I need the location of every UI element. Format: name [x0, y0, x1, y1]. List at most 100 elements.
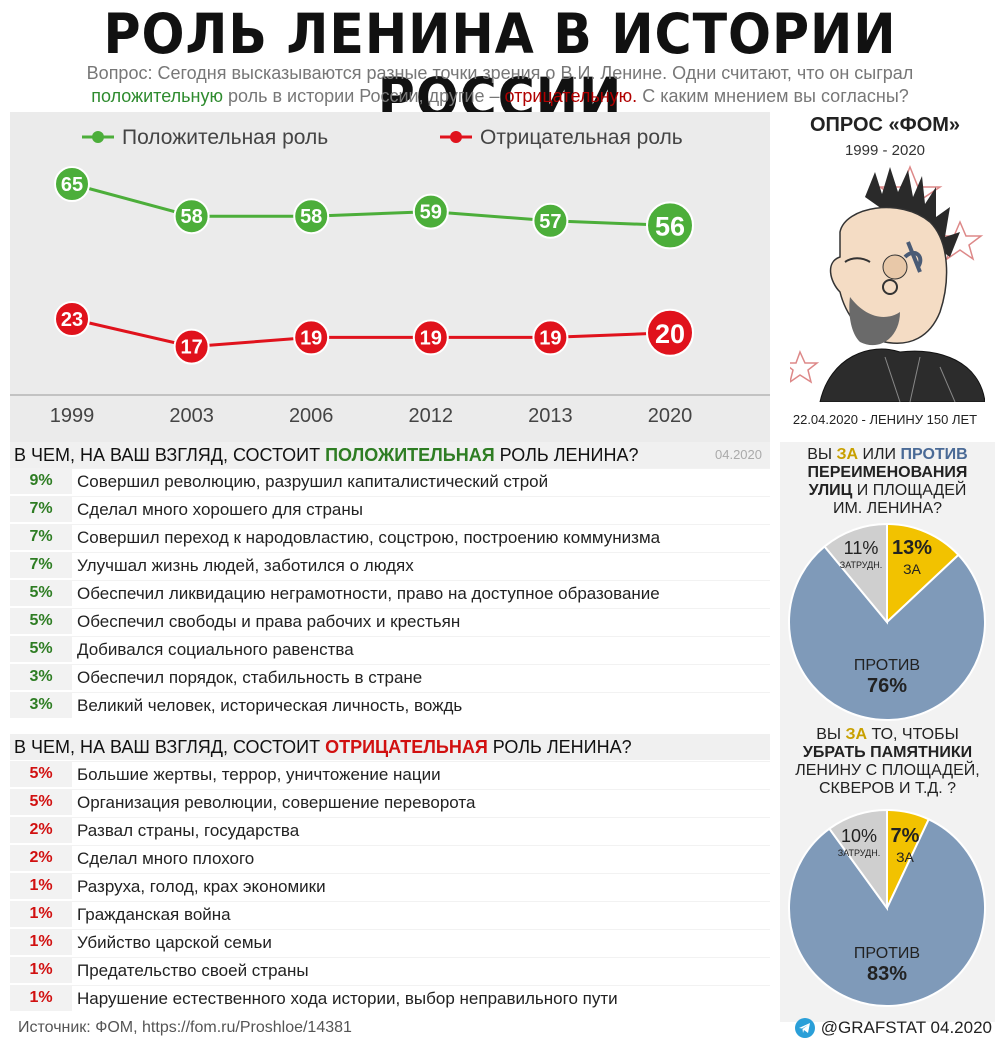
positive-reason-pct: 7%	[29, 528, 53, 545]
source-note: Источник: ФОМ, https://fom.ru/Proshloe/1…	[18, 1019, 352, 1036]
positive-reason-row: 3% Обеспечил порядок, стабильность в стра…	[10, 664, 770, 692]
positive-reason-text: Добивался социального равенства	[72, 637, 770, 663]
negative-reason-text: Сделал много плохого	[72, 846, 770, 872]
negative-reason-pct: 2%	[29, 849, 53, 866]
pie-label-protiv: ПРОТИВ	[854, 657, 920, 674]
positive-reason-row: 9% Совершил революцию, разрушил капиталис…	[10, 468, 770, 496]
pie2-q-l1a: ВЫ	[816, 726, 846, 743]
negative-reasons-list: 5% Большие жертвы, террор, уничтожение на…	[10, 761, 770, 1013]
negative-section-heading: В ЧЕМ, НА ВАШ ВЗГЛЯД, СОСТОИТ ОТРИЦАТЕЛЬ…	[10, 734, 770, 760]
pie1-q-l2: ПЕРЕИМЕНОВАНИЯ	[807, 464, 968, 481]
pie1-q-l1b: ИЛИ	[858, 446, 901, 463]
pie-slice-ЗАТРУДН.	[823, 522, 888, 625]
negative-reason-text: Организация революции, совершение перево…	[72, 790, 770, 816]
pie1-q-za: ЗА	[836, 446, 859, 463]
data-label: 65	[61, 174, 83, 196]
negative-reason-row: 5% Организация революции, совершение пере…	[10, 789, 770, 817]
pie2-q-za: ЗА	[845, 726, 868, 743]
positive-reason-pct: 3%	[29, 696, 53, 713]
negative-reason-text: Убийство царской семьи	[72, 930, 770, 956]
negative-reason-text: Развал страны, государства	[72, 818, 770, 844]
positive-reason-pct: 3%	[29, 668, 53, 685]
negative-reason-row: 1% Нарушение естественного хода истории, …	[10, 985, 770, 1013]
positive-reason-pct: 7%	[29, 556, 53, 573]
x-tick-label: 2012	[409, 405, 454, 427]
pie-panel: ВЫ ЗА ИЛИ ПРОТИВ ПЕРЕИМЕНОВАНИЯ УЛИЦ И П…	[780, 442, 995, 1022]
positive-reason-row: 5% Добивался социального равенства	[10, 636, 770, 664]
positive-heading-word: ПОЛОЖИТЕЛЬНАЯ	[325, 445, 495, 465]
x-tick-label: 2003	[169, 405, 214, 427]
positive-reason-text: Обеспечил ликвидацию неграмотности, прав…	[72, 581, 770, 607]
positive-reason-text: Совершил революцию, разрушил капиталисти…	[72, 469, 770, 495]
negative-reason-text: Гражданская война	[72, 902, 770, 928]
question-negative-word: отрицательную.	[504, 86, 638, 106]
negative-reason-row: 1% Гражданская война	[10, 901, 770, 929]
pie2-q-l4: СКВЕРОВ И Т.Д. ?	[818, 780, 957, 797]
data-label: 59	[420, 202, 442, 224]
data-point	[532, 202, 569, 239]
negative-reason-pct: 1%	[29, 905, 53, 922]
data-point	[293, 198, 330, 235]
legend-marker-0	[92, 131, 104, 143]
negative-reason-text: Большие жертвы, террор, уничтожение наци…	[72, 762, 770, 788]
pie-slice-ЗА	[886, 522, 960, 625]
data-label: 17	[180, 337, 202, 359]
negative-reason-pct: 1%	[29, 933, 53, 950]
credit: @GRAFSTAT 04.2020	[794, 1018, 992, 1038]
pie2-q-l3: ЛЕНИНУ С ПЛОЩАДЕЙ,	[795, 762, 980, 779]
positive-reason-pct: 5%	[29, 612, 53, 629]
question-text-2: роль в истории России, другие –	[222, 86, 505, 106]
positive-section-date: 04.2020	[715, 447, 762, 462]
pie2-q-l1b: ТО, ЧТОБЫ	[867, 726, 959, 743]
negative-reason-text: Предательство своей страны	[72, 958, 770, 984]
question-text-3: С каким мнением вы согласны?	[637, 86, 909, 106]
positive-reason-row: 5% Обеспечил ликвидацию неграмотности, пр…	[10, 580, 770, 608]
positive-reason-text: Совершил переход к народовластию, соцстр…	[72, 525, 770, 551]
series-line-1	[71, 317, 671, 349]
data-label: 57	[539, 211, 561, 233]
line-chart: Положительная роль Отрицательная роль 65 58…	[10, 112, 770, 442]
credit-text: @GRAFSTAT 04.2020	[820, 1018, 992, 1037]
x-tick-label: 2006	[289, 405, 334, 427]
fom-years: 1999 - 2020	[844, 142, 926, 159]
positive-reason-row: 7% Улучшал жизнь людей, заботился о людях	[10, 552, 770, 580]
series-line-0	[71, 182, 671, 227]
data-point	[173, 328, 210, 365]
negative-reason-row: 1% Убийство царской семьи	[10, 929, 770, 957]
positive-reason-text: Обеспечил порядок, стабильность в стране	[72, 665, 770, 691]
pie1-q-l1a: ВЫ	[807, 446, 837, 463]
positive-reason-text: Сделал много хорошего для страны	[72, 497, 770, 523]
pie-slice-ЗАТРУДН.	[828, 808, 888, 912]
pie1-question: ВЫ ЗА ИЛИ ПРОТИВ ПЕРЕИМЕНОВАНИЯ УЛИЦ И П…	[780, 446, 995, 518]
data-point	[54, 166, 90, 202]
x-tick-label: 2013	[528, 405, 573, 427]
data-point	[173, 198, 210, 235]
pie1-q-l3b: И ПЛОЩАДЕЙ	[852, 482, 967, 499]
positive-reason-pct: 9%	[29, 472, 53, 489]
pie-label-za: ЗА	[896, 849, 914, 865]
pie1-q-l3a: УЛИЦ	[808, 482, 853, 499]
question-text-1: Вопрос: Сегодня высказываются разные точ…	[86, 63, 914, 83]
pie-value-protiv: 83%	[867, 963, 907, 985]
positive-reason-pct: 5%	[29, 584, 53, 601]
data-label: 19	[300, 327, 322, 349]
pie2-question: ВЫ ЗА ТО, ЧТОБЫ УБРАТЬ ПАМЯТНИКИ ЛЕНИНУ …	[780, 726, 995, 798]
positive-reason-text: Великий человек, историческая личность, …	[72, 693, 770, 719]
pie-value-za: 7%	[891, 825, 920, 847]
pie-slice-ПРОТИВ	[788, 817, 986, 1007]
question-positive-word: положительную	[91, 86, 223, 106]
negative-reason-row: 1% Разруха, голод, крах экономики	[10, 873, 770, 901]
data-point	[532, 319, 569, 356]
positive-reason-row: 7% Совершил переход к народовластию, соцс…	[10, 524, 770, 552]
negative-heading-pre: В ЧЕМ, НА ВАШ ВЗГЛЯД, СОСТОИТ	[14, 737, 326, 757]
negative-heading-post: РОЛЬ ЛЕНИНА?	[487, 737, 632, 757]
x-tick-label: 2020	[648, 405, 693, 427]
data-point	[54, 301, 90, 337]
positive-reason-row: 5% Обеспечил свободы и права рабочих и кр…	[10, 608, 770, 636]
positive-reason-row: 7% Сделал много хорошего для страны	[10, 496, 770, 524]
negative-reason-text: Нарушение естественного хода истории, вы…	[72, 986, 770, 1012]
positive-heading-post: РОЛЬ ЛЕНИНА?	[494, 445, 639, 465]
legend-label-1: Отрицательная роль	[480, 126, 683, 149]
